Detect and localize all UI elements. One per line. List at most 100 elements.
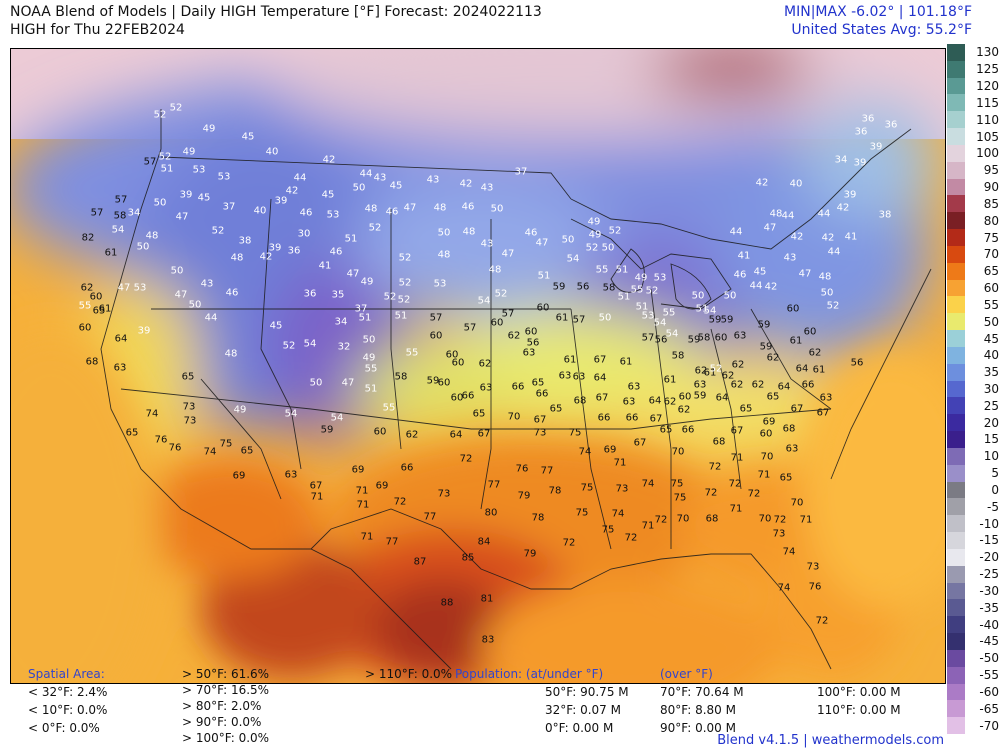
colorbar-swatch <box>947 532 965 550</box>
temperature-label: 41 <box>737 250 751 262</box>
temperature-label: 50 <box>188 299 202 311</box>
temperature-label: 48 <box>437 249 451 261</box>
colorbar-swatch <box>947 313 965 331</box>
pop-over-80: 80°F: 8.80 M <box>660 703 736 717</box>
temperature-label: 38 <box>238 235 252 247</box>
temperature-label: 73 <box>615 483 629 495</box>
temperature-label: 65 <box>549 403 563 415</box>
colorbar-tick-label: -25 <box>979 567 999 582</box>
colorbar-tick-label: 100 <box>976 146 999 161</box>
pop-over-100: 100°F: 0.00 M <box>817 685 901 699</box>
temperature-label: 65 <box>240 445 254 457</box>
temperature-label: 65 <box>739 403 753 415</box>
temperature-label: 61 <box>703 367 717 379</box>
temperature-label: 60 <box>451 357 465 369</box>
temperature-label: 67 <box>633 437 647 449</box>
temperature-label: 39 <box>843 189 857 201</box>
temperature-label: 44 <box>293 172 307 184</box>
colorbar-tick-label: 50 <box>983 314 999 329</box>
colorbar-swatch <box>947 481 965 499</box>
temperature-label: 42 <box>322 154 336 166</box>
colorbar-tick-label: -45 <box>979 634 999 649</box>
temperature-label: 39 <box>869 141 883 153</box>
temperature-label: 54 <box>330 412 344 424</box>
stat-below-10: < 10°F: 0.0% <box>28 703 108 717</box>
temperature-label: 56 <box>654 334 668 346</box>
temperature-label: 63 <box>819 392 833 404</box>
colorbar-tick-label: -65 <box>979 701 999 716</box>
temperature-label: 49 <box>182 146 196 158</box>
temperature-label: 66 <box>400 462 414 474</box>
temperature-label: 62 <box>677 404 691 416</box>
temperature-label: 74 <box>782 546 796 558</box>
temperature-label: 60 <box>437 377 451 389</box>
temperature-label: 58 <box>671 350 685 362</box>
temperature-map: 52 52 49 45 40 42 44 43 43 42 43 37 49 52 53 51 57 53 39 44… <box>10 48 946 684</box>
colorbar-swatch <box>947 229 965 247</box>
colorbar-tick-label: 125 <box>976 62 999 77</box>
temperature-label: 62 <box>405 429 419 441</box>
colorbar-swatch <box>947 363 965 382</box>
temperature-label: 62 <box>730 379 744 391</box>
temperature-label: 56 <box>526 337 540 349</box>
temperature-label: 64 <box>114 333 128 345</box>
population-title: Population: (at/under °F) <box>455 667 604 681</box>
temperature-label: 60 <box>450 392 464 404</box>
temperature-label: 54 <box>477 295 491 307</box>
temperature-label: 40 <box>253 205 267 217</box>
temperature-label: 51 <box>344 233 358 245</box>
temperature-label: 51 <box>695 303 709 315</box>
temperature-label: 50 <box>437 227 451 239</box>
temperature-label: 49 <box>634 272 648 284</box>
temperature-label: 59 <box>320 424 334 436</box>
colorbar-tick-label: 15 <box>983 432 999 447</box>
colorbar-tick-label: 95 <box>983 163 999 178</box>
temperature-label: 65 <box>92 305 106 317</box>
temperature-label: 39 <box>274 195 288 207</box>
colorbar-swatch <box>947 60 965 79</box>
colorbar-swatch <box>947 380 965 398</box>
colorbar-swatch <box>947 195 965 213</box>
temperature-label: 43 <box>200 278 214 290</box>
colorbar-tick-label: 105 <box>976 129 999 144</box>
temperature-label: 63 <box>785 443 799 455</box>
temperature-label: 88 <box>440 597 454 609</box>
colorbar-swatch <box>947 717 965 735</box>
colorbar-swatch <box>947 94 965 112</box>
temperature-label: 77 <box>540 465 554 477</box>
colorbar-swatch <box>947 262 965 281</box>
temperature-label: 43 <box>480 238 494 250</box>
temperature-label: 52 <box>398 277 412 289</box>
colorbar-swatch <box>947 515 965 533</box>
temperature-label: 40 <box>789 178 803 190</box>
colorbar-tick-label: 60 <box>983 281 999 296</box>
temperature-label: 66 <box>535 388 549 400</box>
temperature-label: 67 <box>593 354 607 366</box>
temperature-label: 72 <box>747 488 761 500</box>
temperature-label: 49 <box>233 404 247 416</box>
temperature-label: 61 <box>555 312 569 324</box>
pop-over-110: 110°F: 0.00 M <box>817 703 901 717</box>
temperature-label: 72 <box>773 514 787 526</box>
temperature-label: 57 <box>572 314 586 326</box>
temperature-label: 61 <box>619 356 633 368</box>
temperature-label: 72 <box>562 537 576 549</box>
pop-under-0: 0°F: 0.00 M <box>545 721 614 735</box>
temperature-label: 67 <box>309 480 323 492</box>
temperature-label: 68 <box>712 436 726 448</box>
temperature-label: 48 <box>145 230 159 242</box>
colorbar-tick-label: 25 <box>983 398 999 413</box>
temperature-label: 51 <box>358 312 372 324</box>
colorbar-tick-label: -15 <box>979 533 999 548</box>
temperature-label: 80 <box>484 507 498 519</box>
temperature-label: 62 <box>731 359 745 371</box>
colorbar-swatch <box>947 178 965 196</box>
temperature-label: 44 <box>827 246 841 258</box>
colorbar-swatch <box>947 616 965 634</box>
temperature-label: 74 <box>641 478 655 490</box>
temperature-label: 68 <box>705 513 719 525</box>
temperature-label: 42 <box>459 178 473 190</box>
temperature-label: 57 <box>501 308 515 320</box>
colorbar-tick-label: 65 <box>983 264 999 279</box>
temperature-label: 44 <box>781 210 795 222</box>
